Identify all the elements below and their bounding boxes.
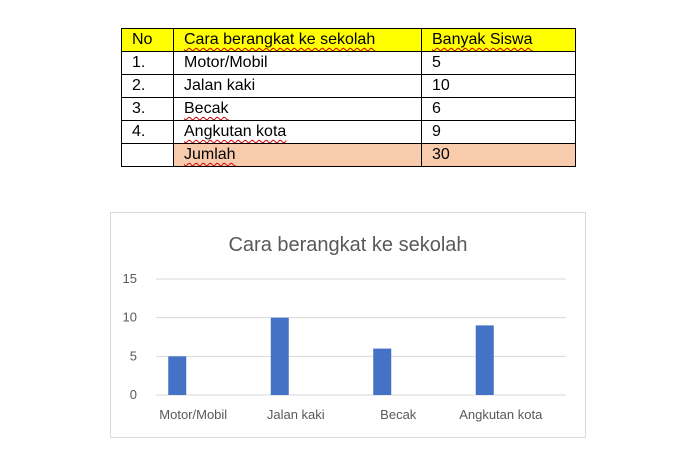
header-mode: Cara berangkat ke sekolah [173, 28, 422, 52]
bar-chart: Cara berangkat ke sekolah 0 5 10 15 Motor/Mo… [110, 212, 586, 438]
header-count-text: Banyak Siswa [432, 31, 533, 48]
row-no: 1. [121, 51, 174, 75]
x-tick-label: Becak [380, 407, 417, 422]
x-tick-label: Motor/Mobil [159, 407, 227, 422]
chart-canvas: Cara berangkat ke sekolah 0 5 10 15 Motor/Mo… [123, 234, 566, 422]
header-no: No [121, 28, 174, 52]
total-label-text: Jumlah [184, 146, 236, 163]
bar [168, 356, 187, 395]
header-count: Banyak Siswa [421, 28, 576, 52]
row-count: 10 [421, 74, 576, 98]
y-tick-label: 15 [123, 271, 137, 286]
total-label: Jumlah [173, 143, 422, 167]
y-tick-label: 5 [130, 348, 137, 363]
row-mode-text: Becak [184, 100, 229, 117]
header-mode-text: Cara berangkat ke sekolah [184, 31, 376, 48]
x-tick-label: Angkutan kota [459, 407, 543, 422]
row-mode: Jalan kaki [173, 74, 422, 98]
chart-title: Cara berangkat ke sekolah [228, 234, 467, 256]
table-row: 2. Jalan kaki 10 [121, 74, 576, 98]
row-mode-text: Angkutan kota [184, 123, 287, 140]
row-mode: Motor/Mobil [173, 51, 422, 75]
row-no: 2. [121, 74, 174, 98]
bar [373, 348, 392, 395]
row-count: 5 [421, 51, 576, 75]
total-value: 30 [421, 143, 576, 167]
row-count: 9 [421, 120, 576, 144]
row-no: 4. [121, 120, 174, 144]
table-row: 1. Motor/Mobil 5 [121, 51, 576, 75]
table-row: 4. Angkutan kota 9 [121, 120, 576, 144]
table-header-row: No Cara berangkat ke sekolah Banyak Sisw… [121, 28, 576, 52]
total-row: Jumlah 30 [121, 143, 576, 167]
total-no [121, 143, 174, 167]
summary-table: No Cara berangkat ke sekolah Banyak Sisw… [121, 28, 576, 167]
row-mode: Becak [173, 97, 422, 121]
y-tick-label: 0 [130, 387, 137, 402]
row-no: 3. [121, 97, 174, 121]
x-tick-label: Jalan kaki [267, 407, 325, 422]
bar [270, 317, 289, 395]
row-mode: Angkutan kota [173, 120, 422, 144]
y-tick-label: 10 [123, 310, 137, 325]
bar [475, 325, 494, 395]
row-count: 6 [421, 97, 576, 121]
table-row: 3. Becak 6 [121, 97, 576, 121]
